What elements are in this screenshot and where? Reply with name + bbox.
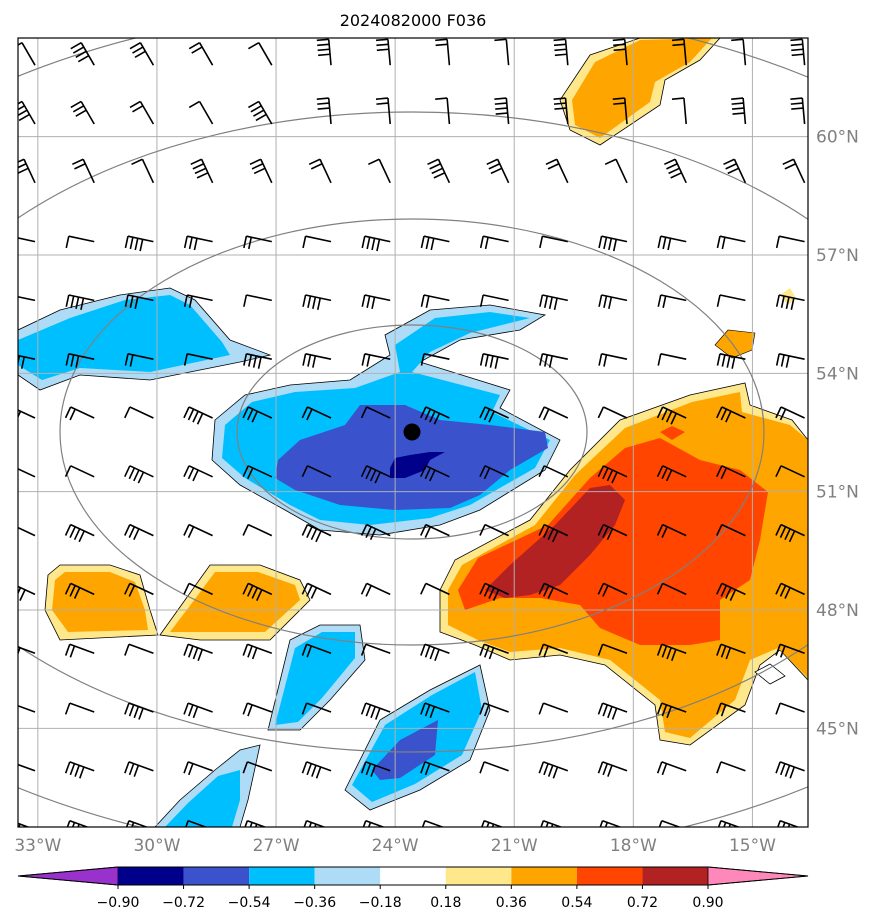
y-tick-label: 60°N: [816, 128, 859, 148]
colorbar: −0.90 −0.72 −0.54 −0.36 −0.18 0.18 0.36 0.54 0.7…: [18, 867, 808, 911]
colorbar-tick-label: −0.54: [228, 895, 271, 911]
colorbar-tick-label: 0.72: [627, 895, 658, 911]
x-tick-label: 18°W: [610, 836, 657, 856]
colorbar-segment: [577, 867, 643, 885]
colorbar-extend-high: [708, 867, 808, 885]
colorbar-tick-label: 0.36: [496, 895, 527, 911]
colorbar-tick-label: −0.72: [162, 895, 205, 911]
colorbar-segment: [446, 867, 512, 885]
x-tick-label: 33°W: [14, 836, 61, 856]
colorbar-tick-label: 0.54: [561, 895, 592, 911]
chart-title: 2024082000 F036: [340, 11, 487, 30]
y-tick-label: 48°N: [816, 601, 859, 621]
y-tick-label: 45°N: [816, 719, 859, 739]
colorbar-extend-low: [18, 867, 118, 885]
colorbar-tick-label: −0.18: [359, 895, 402, 911]
y-axis-ticks: 60°N 57°N 54°N 51°N 48°N 45°N: [816, 128, 859, 740]
colorbar-segment: [511, 867, 577, 885]
storm-center-marker: [404, 424, 421, 441]
colorbar-tick-label: 0.18: [430, 895, 461, 911]
colorbar-segment: [315, 867, 381, 885]
x-tick-label: 15°W: [729, 836, 776, 856]
colorbar-tick-label: −0.36: [293, 895, 336, 911]
x-axis-ticks: 33°W 30°W 27°W 24°W 21°W 18°W 15°W: [14, 836, 776, 856]
colorbar-segment: [249, 867, 315, 885]
x-tick-label: 27°W: [253, 836, 300, 856]
colorbar-segment: [380, 867, 446, 885]
x-tick-label: 30°W: [133, 836, 180, 856]
y-tick-label: 51°N: [816, 483, 859, 503]
colorbar-segment: [184, 867, 250, 885]
x-tick-label: 21°W: [491, 836, 538, 856]
x-tick-label: 24°W: [372, 836, 419, 856]
y-tick-label: 54°N: [816, 364, 859, 384]
colorbar-segment: [642, 867, 708, 885]
colorbar-segment: [118, 867, 184, 885]
map-area: [0, 4, 878, 860]
y-tick-label: 57°N: [816, 246, 859, 266]
colorbar-tick-label: −0.90: [97, 895, 140, 911]
colorbar-tick-label: 0.90: [692, 895, 723, 911]
